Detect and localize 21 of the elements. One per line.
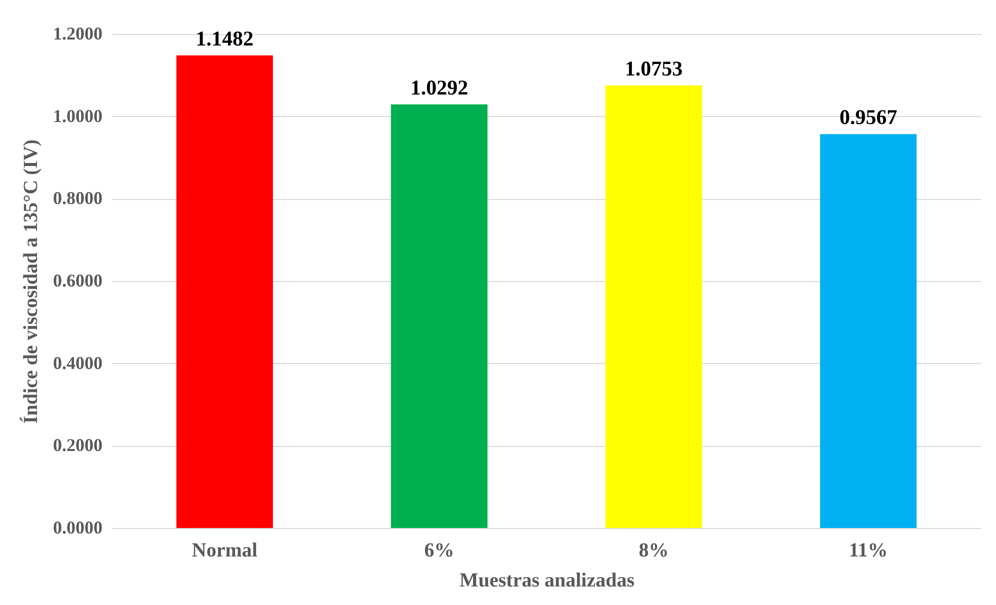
data-label: 1.0292 <box>410 75 468 100</box>
bar <box>820 134 917 528</box>
x-tick-label: 8% <box>638 540 669 562</box>
bar <box>390 104 488 528</box>
y-tick-label: 0.6000 <box>53 270 102 290</box>
y-axis-title: Índice de viscosidad a 135°C (IV) <box>19 139 42 424</box>
data-label: 0.9567 <box>839 105 898 130</box>
y-tick-label: 0.0000 <box>53 518 102 538</box>
y-tick-label: 0.4000 <box>53 352 102 373</box>
x-axis-title: Muestras analizadas <box>460 570 635 592</box>
x-tick-label: 6% <box>424 540 454 562</box>
y-tick-label: 0.2000 <box>53 435 102 456</box>
bar <box>176 55 273 528</box>
y-tick-label: 1.0000 <box>53 106 102 126</box>
x-tick-label: Normal <box>192 540 258 562</box>
y-tick-label: 1.2000 <box>53 24 102 44</box>
y-tick-label: 0.8000 <box>53 188 102 208</box>
data-label: 1.0753 <box>624 56 683 80</box>
x-tick-label: 11% <box>848 540 888 562</box>
data-label: 1.1482 <box>196 26 254 50</box>
bar <box>606 85 702 528</box>
